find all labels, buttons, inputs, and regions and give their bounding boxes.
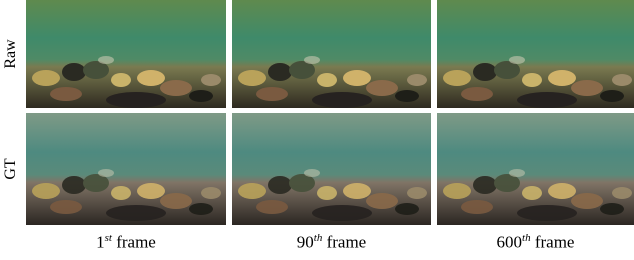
frame-word: frame: [327, 233, 367, 252]
column-label: 90th frame: [232, 232, 431, 253]
frame-word: frame: [535, 233, 575, 252]
frame-word: frame: [116, 233, 156, 252]
row-label: Raw: [2, 39, 20, 68]
frame-number: 600: [497, 233, 523, 252]
image-grid: [0, 0, 634, 260]
row-label-wrap: Raw: [0, 0, 22, 108]
row-label: GT: [2, 158, 20, 179]
row-label-wrap: GT: [0, 113, 22, 225]
frame-number: 1: [96, 233, 105, 252]
frame-number: 90: [297, 233, 314, 252]
ordinal-suffix: st: [105, 232, 112, 244]
ordinal-suffix: th: [522, 232, 531, 244]
ordinal-suffix: th: [314, 232, 323, 244]
column-label: 600th frame: [437, 232, 634, 253]
figure: Raw GT 1st frame 90th frame 600th frame: [0, 0, 634, 260]
column-label: 1st frame: [26, 232, 226, 253]
